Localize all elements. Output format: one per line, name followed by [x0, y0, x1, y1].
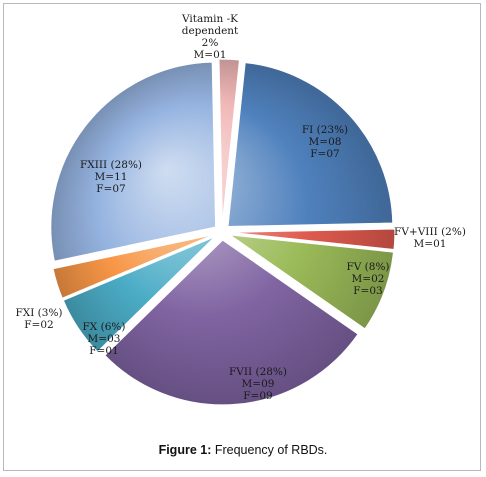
pie-slice-fxi	[52, 233, 215, 300]
pie-slice-vitamin-k-dependent	[218, 58, 241, 225]
slice-label-fi: FI (23%) M=08 F=07	[302, 124, 348, 160]
pie-slice-fxiii	[50, 61, 217, 263]
pie-slice-fvii	[103, 239, 359, 406]
slice-label-fvii: FVII (28%) M=09 F=09	[229, 366, 287, 402]
pie-slice-fv-viii	[229, 228, 396, 251]
pie-slice-fv	[229, 234, 395, 330]
slice-label-fxi: FXI (3%) F=02	[15, 307, 62, 331]
figure-caption: Figure 1: Frequency of RBDs.	[0, 443, 486, 457]
slice-label-fx: FX (6%) M=03 F=01	[83, 321, 126, 357]
slice-label-vitamin-k-dependent: Vitamin -K dependent 2% M=01	[181, 13, 239, 61]
pie-slice-fi	[227, 61, 394, 228]
slice-label-fxiii: FXIII (28%) M=11 F=07	[80, 159, 142, 195]
pie-slice-fx	[62, 235, 216, 353]
caption-text: Frequency of RBDs.	[214, 443, 328, 457]
caption-label: Figure 1:	[158, 443, 212, 457]
slice-label-fv-viii: FV+VIII (2%) M=01	[394, 226, 466, 250]
slice-label-fv: FV (8%) M=02 F=03	[346, 261, 389, 297]
